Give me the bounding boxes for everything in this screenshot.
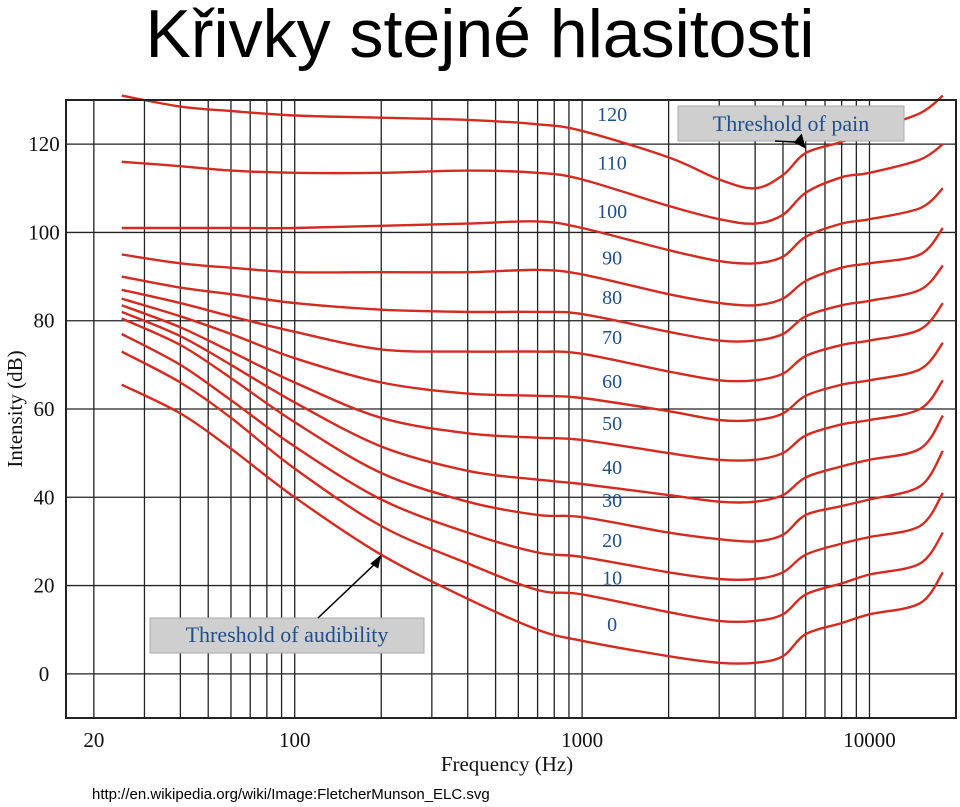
audibility-arrow-head [370,554,382,569]
loudness-curve-30 [121,317,944,543]
loudness-curve-50 [121,304,944,462]
loudness-curve-60 [121,297,944,423]
curve-label-60: 60 [602,371,622,393]
x-tick-label: 10000 [843,728,896,752]
loudness-curve-90 [121,227,944,307]
loudness-curve-0 [121,383,944,665]
curve-label-20: 20 [602,530,622,552]
threshold-of-audibility-box [149,617,425,654]
threshold-of-pain-box [677,105,905,142]
grid-lines [66,100,957,718]
y-tick-label: 80 [34,309,55,333]
y-tick-label: 100 [28,220,60,244]
curve-label-10: 10 [602,567,622,589]
annotations: Threshold of pain Threshold of audibility [149,105,905,654]
loudness-curve-80 [121,264,944,343]
y-axis-label: Intensity (dB) [3,350,27,467]
threshold-of-pain-label: Threshold of pain [713,111,869,136]
y-tick-label: 40 [34,485,55,509]
curve-label-120: 120 [597,104,627,126]
slide-title: Křivky stejné hlasitosti [145,0,815,72]
x-axis-label: Frequency (Hz) [441,752,573,776]
curve-label-100: 100 [597,201,627,223]
loudness-curve-20 [121,332,944,582]
loudness-curve-40 [121,310,944,504]
curve-label-80: 80 [602,287,622,309]
y-tick-label: 0 [39,662,50,686]
audibility-arrow-line [317,561,378,619]
loudness-curve-110 [121,143,944,225]
curve-label-50: 50 [602,413,622,435]
curve-label-0: 0 [607,614,617,636]
loudness-curve-100 [121,187,944,265]
y-tick-label: 120 [28,132,60,156]
curve-label-40: 40 [602,457,622,479]
plot-frame [65,99,957,719]
series-layer [121,94,944,665]
pain-arrow-head [793,133,806,149]
curve-label-30: 30 [602,490,622,512]
x-tick-label: 100 [279,728,311,752]
x-tick-label: 1000 [561,728,603,752]
loudness-curve-70 [121,288,944,383]
curve-label-110: 110 [597,152,626,174]
threshold-of-audibility-label: Threshold of audibility [186,622,389,647]
y-tick-label: 20 [34,574,55,598]
loudness-curve-10 [121,350,944,624]
y-tick-label: 60 [34,397,55,421]
curve-label-70: 70 [602,327,622,349]
curve-label-90: 90 [602,247,622,269]
x-tick-label: 20 [83,728,104,752]
source-credit: http://en.wikipedia.org/wiki/Image:Fletc… [92,786,490,803]
